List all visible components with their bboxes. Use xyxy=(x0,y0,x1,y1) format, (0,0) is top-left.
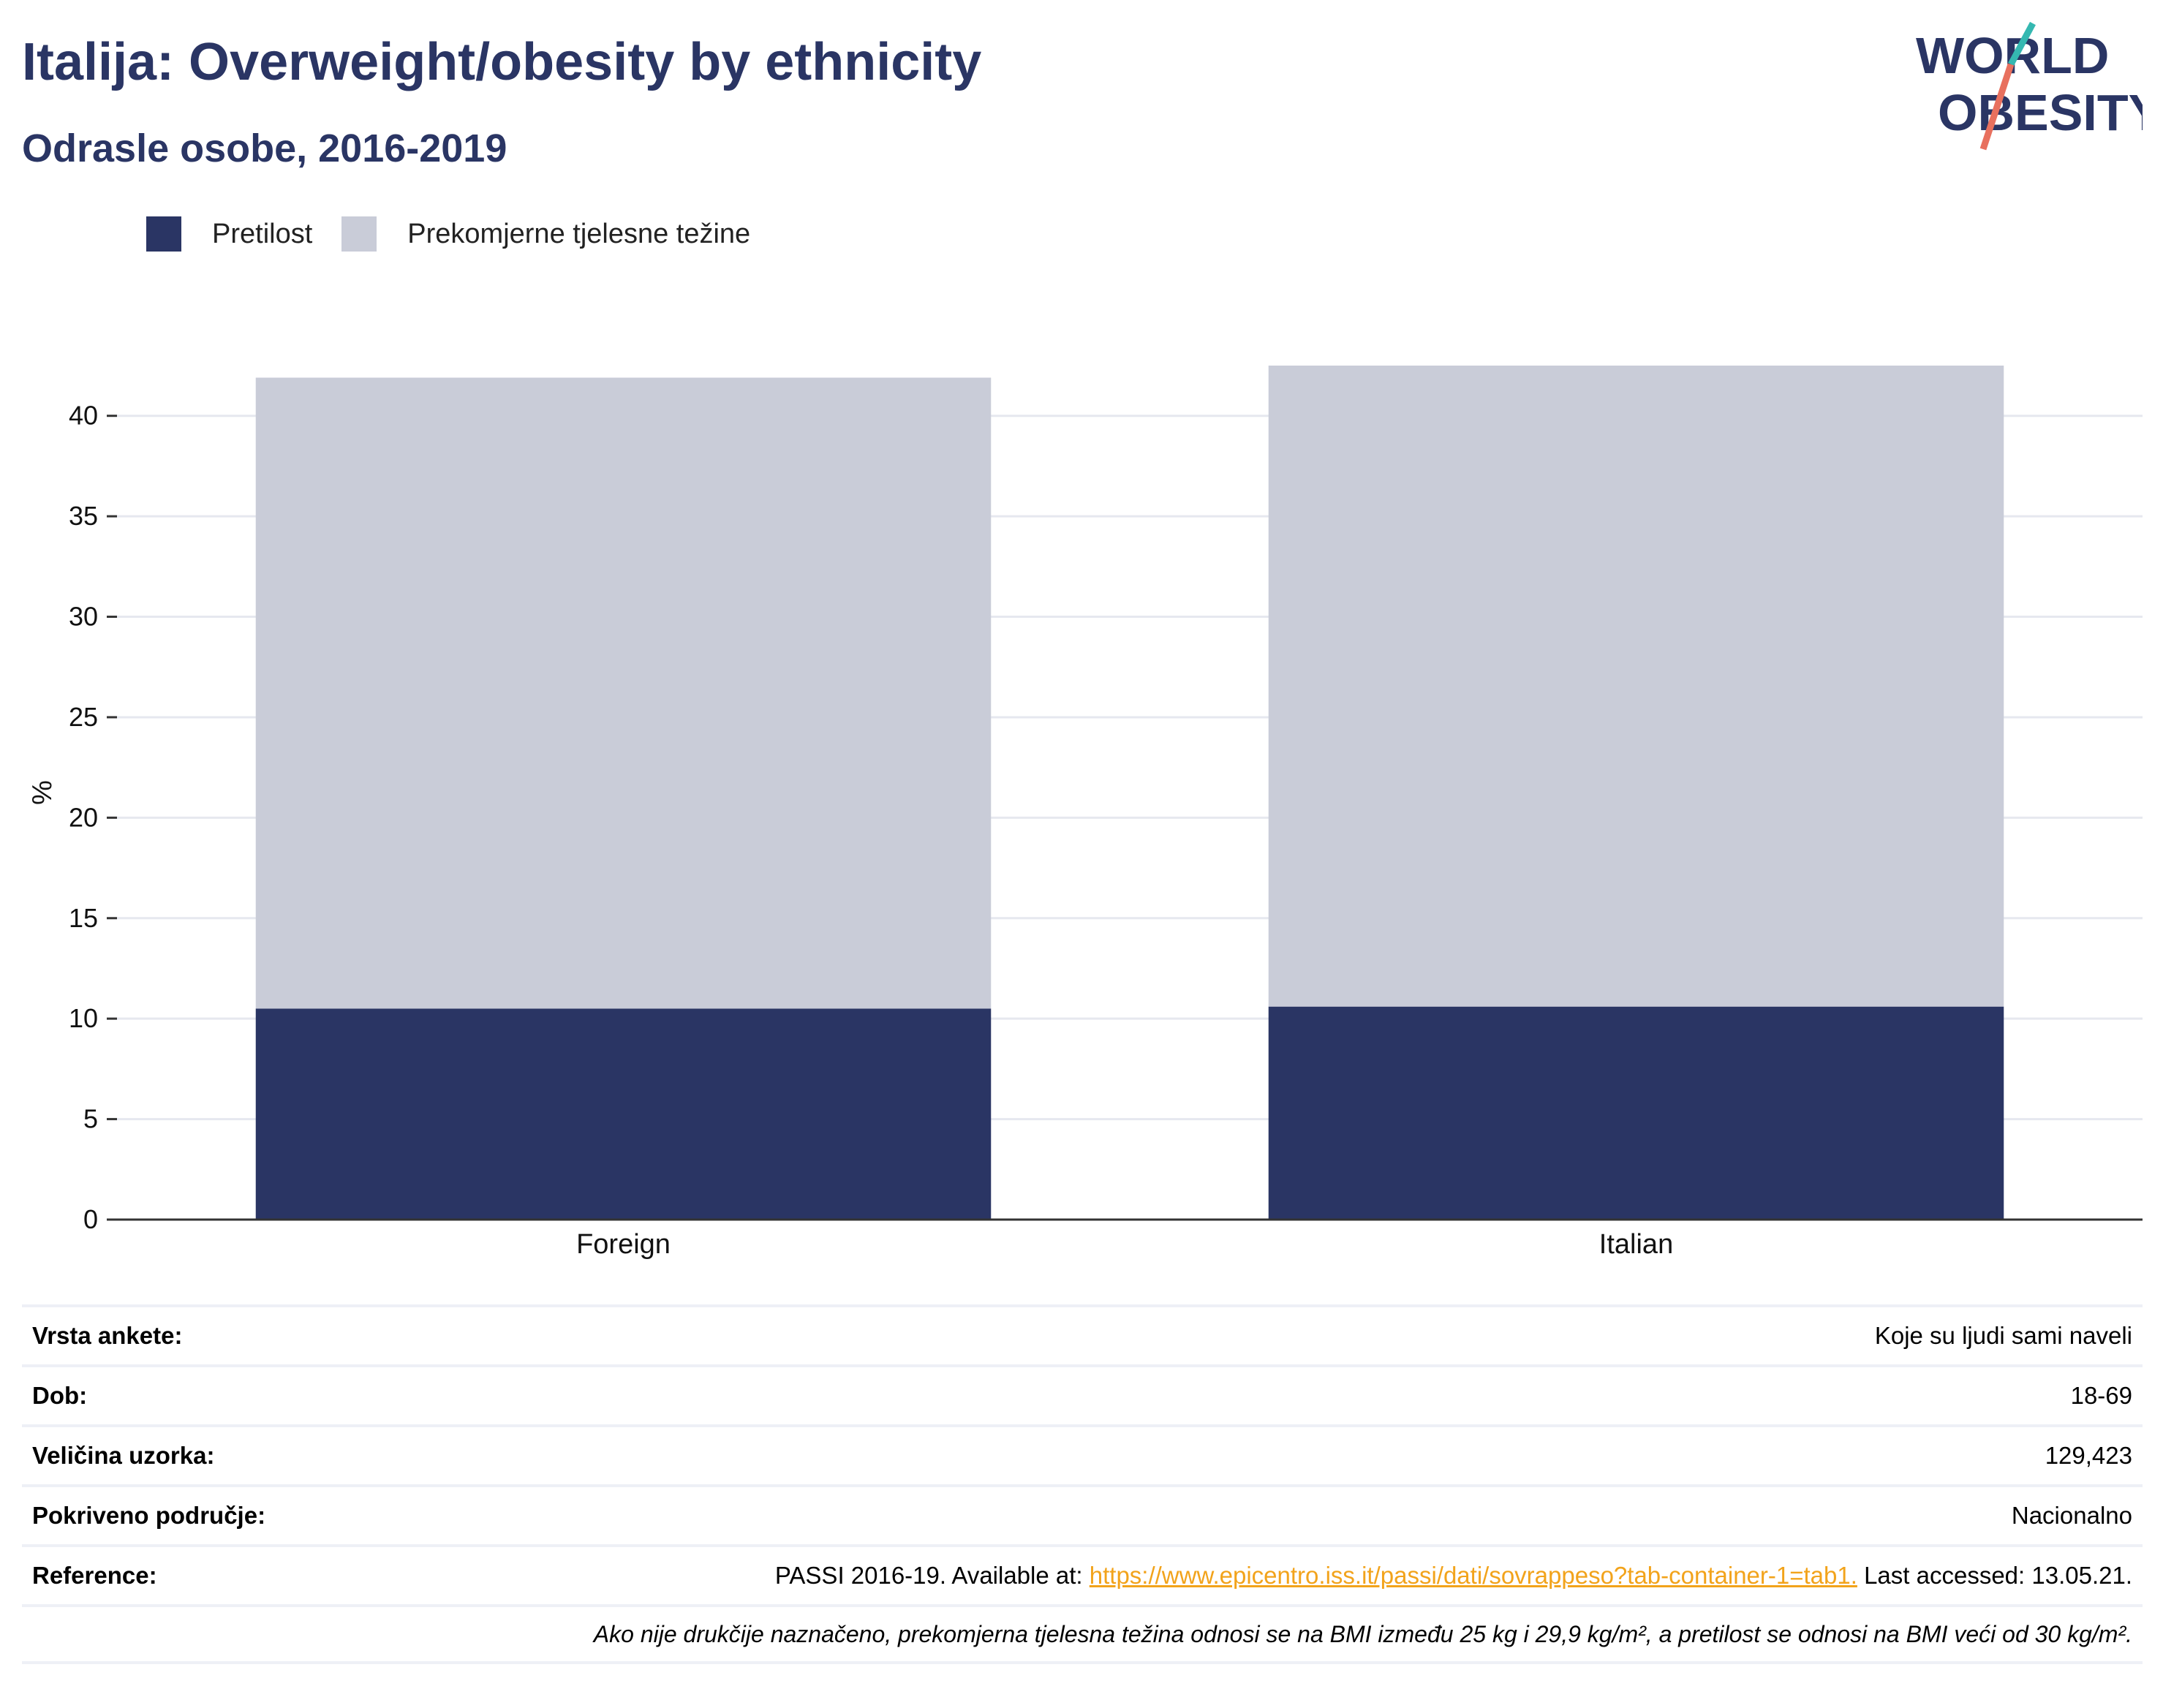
info-value: Koje su ljudi sami naveli xyxy=(1874,1322,2132,1349)
legend-item-obesity[interactable]: Pretilost xyxy=(146,216,312,252)
bar-obesity-foreign xyxy=(255,1008,992,1220)
survey-info-table: Vrsta ankete: Koje su ljudi sami naveli … xyxy=(22,1304,2143,1664)
chart-title: Italija: Overweight/obesity by ethnicity xyxy=(22,33,982,91)
y-tick-label: 5 xyxy=(83,1104,98,1134)
chart-subtitle: Odrasle osobe, 2016-2019 xyxy=(22,126,507,170)
legend-swatch-obesity xyxy=(146,216,181,252)
y-tick-label: 40 xyxy=(69,401,98,431)
chart-legend: Pretilost Prekomjerne tjelesne težine xyxy=(146,216,779,252)
reference-prefix: PASSI 2016-19. Available at: xyxy=(774,1562,1090,1589)
info-value: 129,423 xyxy=(2045,1442,2132,1469)
info-row-reference: Reference: PASSI 2016-19. Available at: … xyxy=(22,1544,2143,1604)
info-key: Pokriveno područje: xyxy=(32,1502,266,1529)
legend-swatch-overweight xyxy=(341,216,377,252)
x-tick-label: Foreign xyxy=(576,1229,671,1260)
bar-obesity-italian xyxy=(1268,1006,2004,1220)
info-key: Reference: xyxy=(32,1562,157,1589)
bar-chart: 0 5 10 15 20 25 30 35 40% Foreign Italian xyxy=(27,366,2143,1260)
legend-label-overweight: Prekomjerne tjelesne težine xyxy=(407,218,751,249)
info-key: Vrsta ankete: xyxy=(32,1322,183,1349)
footnote: Ako nije drukčije naznačeno, prekomjerna… xyxy=(22,1604,2143,1664)
info-row-survey-type: Vrsta ankete: Koje su ljudi sami naveli xyxy=(22,1304,2143,1364)
y-axis-label: % xyxy=(27,780,58,805)
reference-value: PASSI 2016-19. Available at: https://www… xyxy=(775,1562,2132,1590)
y-tick-label: 20 xyxy=(69,802,98,832)
y-tick-label: 25 xyxy=(69,702,98,732)
info-value: Nacionalno xyxy=(2011,1502,2132,1529)
bar-overweight-italian xyxy=(1268,366,2004,1007)
y-tick-label: 35 xyxy=(69,501,98,531)
reference-suffix: Last accessed: 13.05.21. xyxy=(1857,1562,2132,1589)
logo-line-2: OBESITY xyxy=(1938,84,2143,141)
legend-item-overweight[interactable]: Prekomjerne tjelesne težine xyxy=(341,216,750,252)
y-tick-label: 30 xyxy=(69,602,98,632)
world-obesity-logo: WORLD OBESITY xyxy=(1916,21,2143,151)
info-key: Veličina uzorka: xyxy=(32,1442,215,1469)
info-row-age: Dob: 18-69 xyxy=(22,1364,2143,1424)
info-row-sample-size: Veličina uzorka: 129,423 xyxy=(22,1424,2143,1484)
info-row-coverage: Pokriveno područje: Nacionalno xyxy=(22,1484,2143,1544)
info-value: 18-69 xyxy=(2070,1382,2132,1409)
y-tick-label: 10 xyxy=(69,1003,98,1033)
info-key: Dob: xyxy=(32,1382,88,1409)
logo-slash-top xyxy=(2008,21,2036,67)
x-tick-label: Italian xyxy=(1599,1229,1673,1260)
y-tick-label: 0 xyxy=(83,1204,98,1234)
reference-link[interactable]: https://www.epicentro.iss.it/passi/dati/… xyxy=(1089,1562,1857,1589)
bar-overweight-foreign xyxy=(255,377,992,1009)
y-tick-label: 15 xyxy=(69,903,98,933)
logo-slash-bottom xyxy=(1979,63,2015,151)
legend-label-obesity: Pretilost xyxy=(212,218,313,249)
